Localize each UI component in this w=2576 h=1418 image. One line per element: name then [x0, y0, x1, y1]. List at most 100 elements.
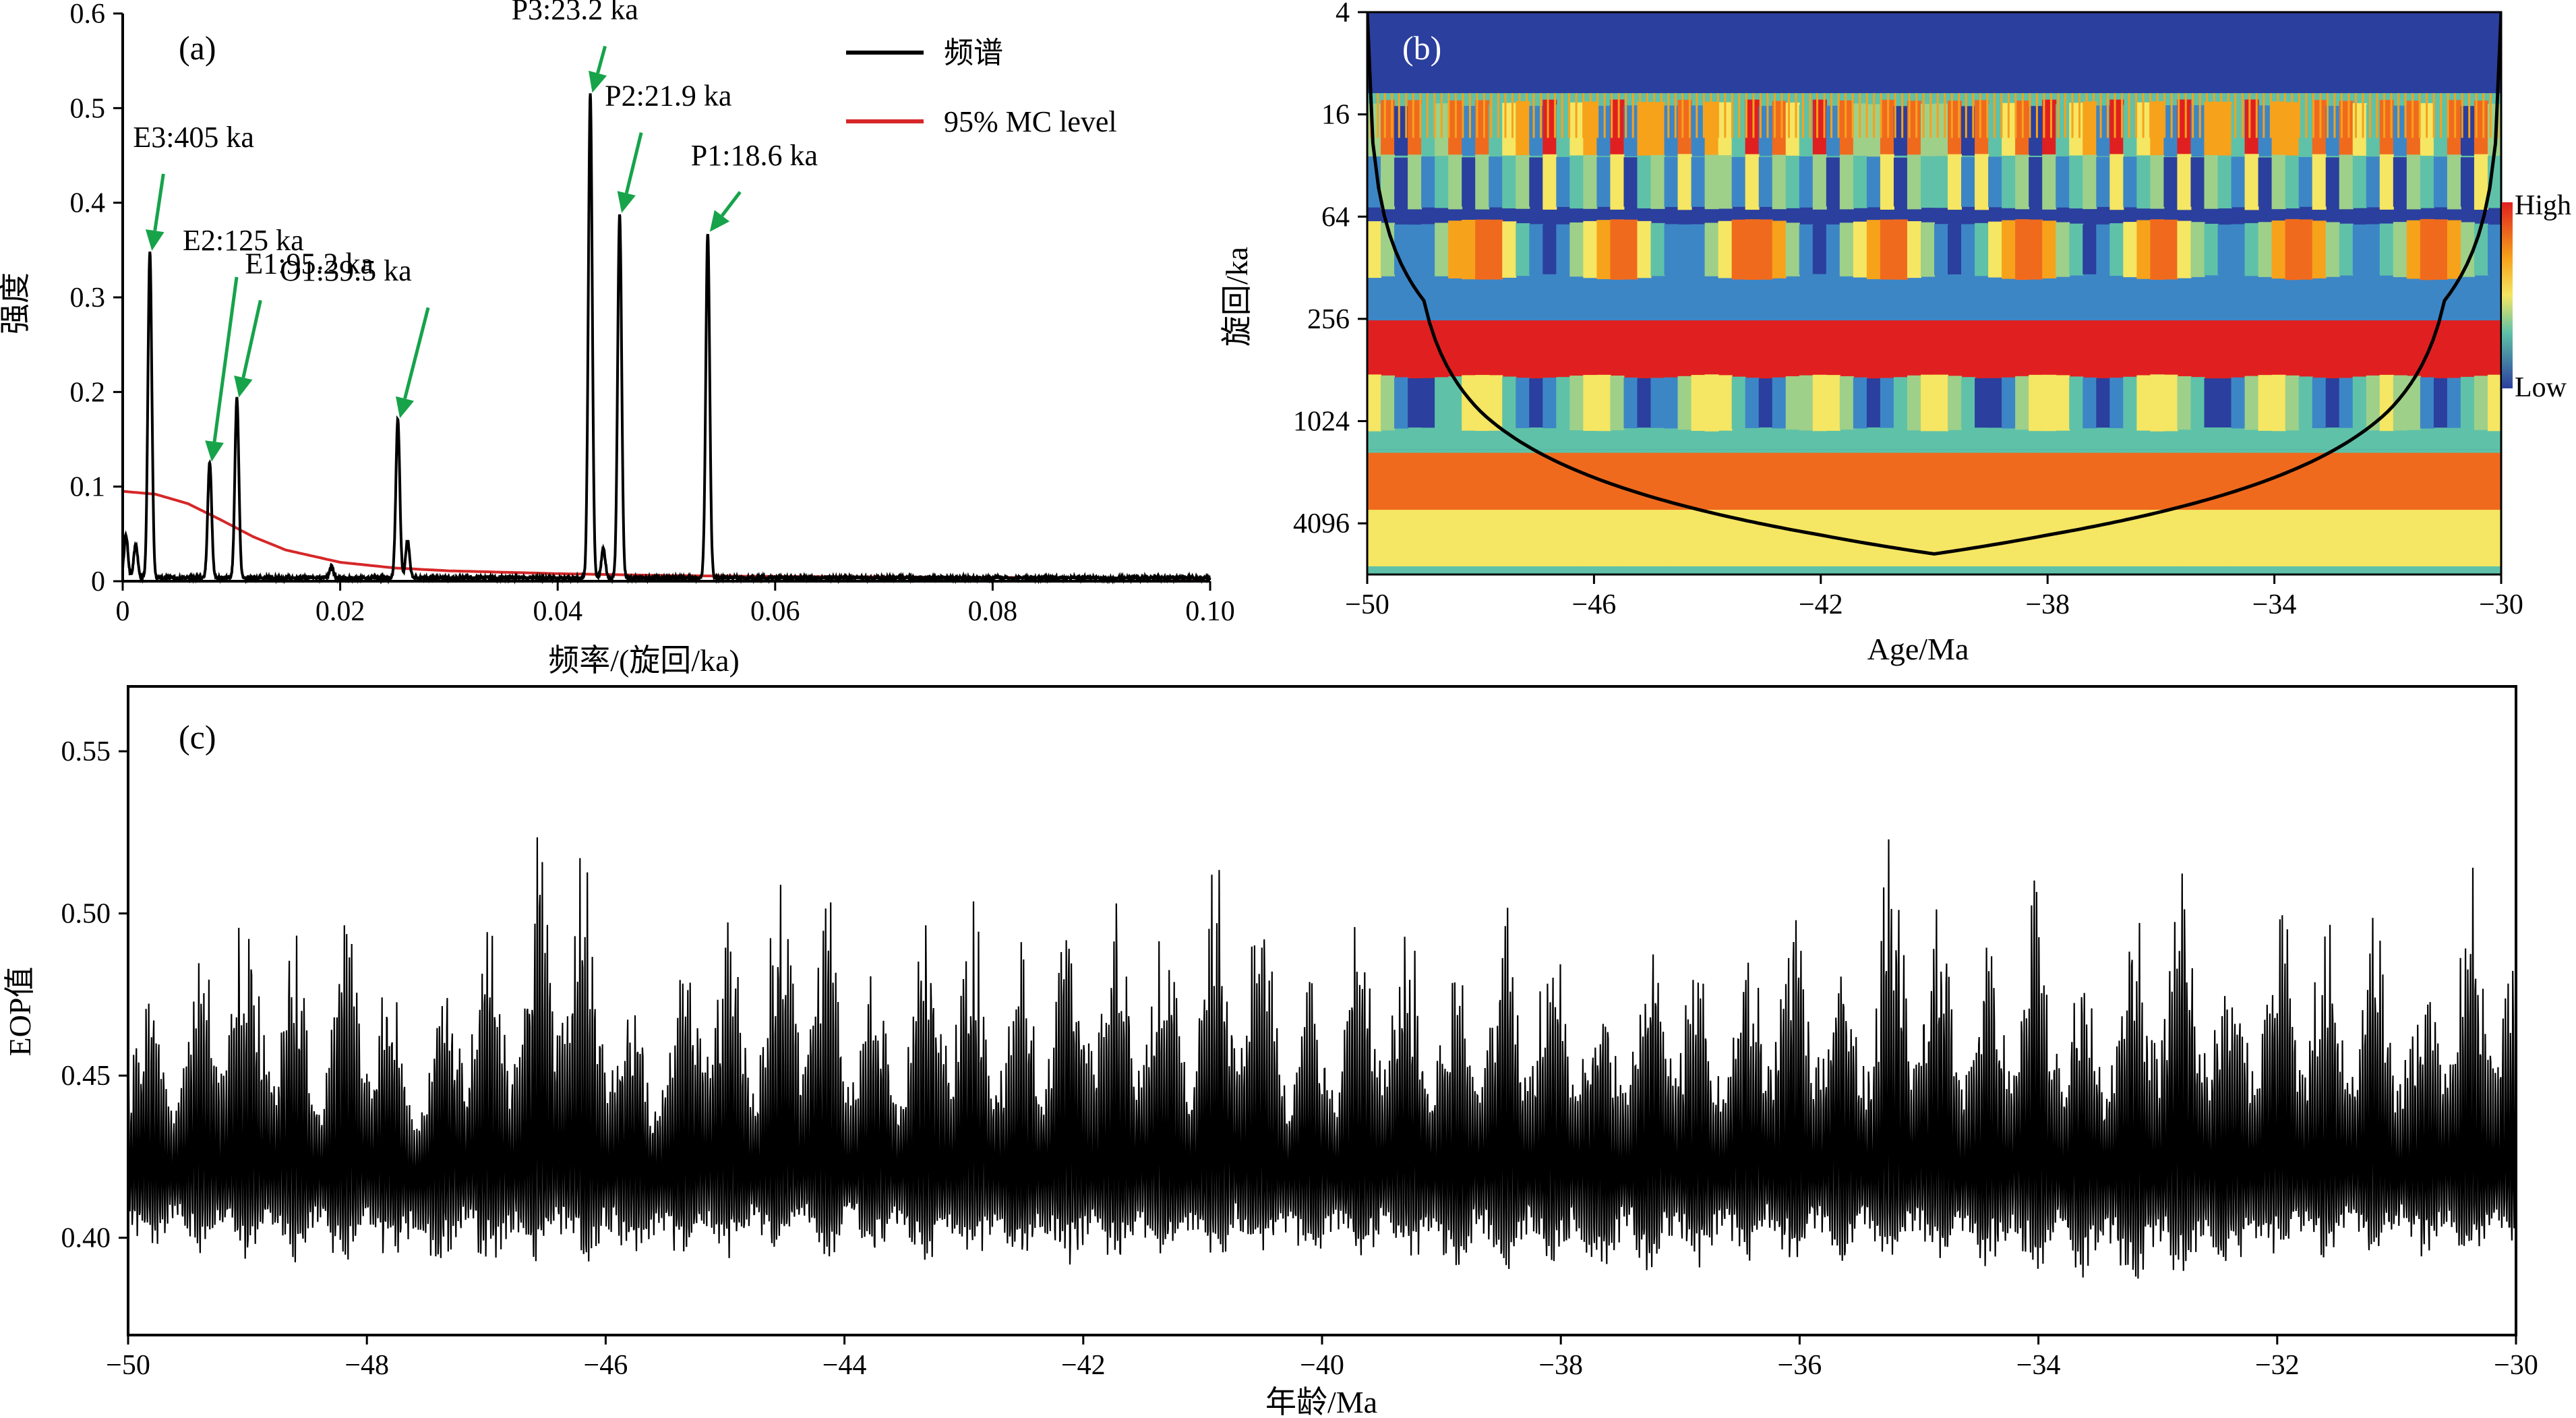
- wavelet-cell: [1988, 452, 2003, 515]
- wavelet-cell: [1489, 375, 1503, 431]
- wavelet-cell: [2352, 320, 2367, 386]
- wavelet-cell: [2244, 223, 2259, 276]
- wavelet-cell: [1596, 156, 1611, 207]
- wavelet-cell: [1704, 452, 1719, 515]
- wavelet-cell: [1812, 374, 1827, 432]
- wavelet-cell: [1799, 452, 1814, 515]
- wavelet-cell: [2136, 155, 2151, 209]
- wavelet-cell: [1408, 154, 1422, 210]
- spectrum-peak: [134, 546, 138, 550]
- wavelet-cell: [1475, 219, 1490, 280]
- wavelet-precession-striation: [2489, 93, 2492, 138]
- wavelet-precession-striation: [1447, 93, 1450, 138]
- panel-c-ylabel: EOP值: [3, 967, 37, 1057]
- wavelet-cell: [1435, 377, 1449, 429]
- wavelet-cell: [1988, 156, 2003, 208]
- panel-b-ytick-label: 1024: [1293, 407, 1350, 438]
- wavelet-cell: [1812, 99, 1827, 163]
- wavelet-cell: [1853, 156, 1867, 208]
- wavelet-cell: [1866, 320, 1881, 386]
- wavelet-cell: [1920, 156, 1935, 208]
- wavelet-cell: [2379, 452, 2394, 515]
- wavelet-cell: [1785, 102, 1800, 160]
- wavelet-cell: [2015, 219, 2030, 280]
- wavelet-cell: [1637, 378, 1652, 428]
- wavelet-cell: [2487, 320, 2501, 386]
- wavelet-cell: [1920, 452, 1935, 515]
- wavelet-precession-striation: [1639, 93, 1642, 138]
- annotation-arrow: [153, 173, 165, 231]
- wavelet-cell: [2029, 374, 2043, 432]
- wavelet-precession-striation: [2263, 93, 2265, 138]
- wavelet-cell: [2002, 377, 2016, 429]
- wavelet-precession-striation: [2049, 93, 2052, 138]
- wavelet-precession-striation: [1688, 93, 1691, 138]
- wavelet-cell: [2136, 320, 2151, 386]
- wavelet-cell: [2069, 452, 2084, 515]
- wavelet-cell: [2258, 510, 2273, 566]
- wavelet-cell: [1542, 154, 1557, 210]
- panel-b-axes: 4 16 64 256 1024 4096 −50 −46 −42 −38 −34 −30: [1293, 0, 2523, 620]
- wavelet-precession-striation: [1787, 93, 1790, 138]
- wavelet-cell: [1394, 224, 1409, 275]
- wavelet-cell: [2271, 374, 2286, 432]
- wavelet-cell: [1691, 375, 1706, 432]
- wavelet-cell: [1556, 156, 1571, 207]
- annotation-arrowhead: [709, 210, 730, 232]
- wavelet-cell: [2393, 375, 2407, 431]
- wavelet-cell: [1583, 375, 1598, 432]
- panel-c-xlabel: 年龄/Ma: [1265, 1385, 1377, 1418]
- wavelet-cell: [1677, 224, 1692, 275]
- wavelet-cell: [1893, 106, 1908, 156]
- wavelet-cell: [1853, 320, 1867, 386]
- wavelet-cell: [2015, 376, 2030, 430]
- wavelet-cell: [1758, 320, 1773, 386]
- wavelet-cell: [1826, 375, 1840, 431]
- wavelet-cell: [2083, 101, 2097, 160]
- wavelet-cell: [2258, 105, 2273, 156]
- wavelet-precession-striation: [2362, 93, 2364, 138]
- wavelet-cell: [2231, 510, 2246, 566]
- panel-c-xtick-label: −40: [1300, 1350, 1344, 1381]
- wavelet-cell: [1596, 220, 1611, 280]
- wavelet-cell: [2433, 378, 2448, 428]
- wavelet-cell: [1866, 378, 1881, 427]
- wavelet-cell: [2029, 106, 2043, 156]
- wavelet-cell: [1623, 510, 1638, 566]
- wavelet-cell: [2352, 102, 2367, 159]
- wavelet-cell: [2096, 510, 2111, 566]
- wavelet-cell: [1907, 375, 1921, 431]
- wavelet-cell: [1758, 452, 1773, 515]
- wavelet-cell: [1893, 320, 1908, 386]
- wavelet-cell: [1948, 376, 1963, 430]
- wavelet-cell: [1718, 320, 1733, 386]
- wavelet-precession-striation: [1887, 93, 1890, 138]
- wavelet-cell: [1610, 320, 1625, 386]
- wavelet-cell: [1529, 378, 1544, 427]
- wavelet-precession-striation: [2255, 93, 2258, 138]
- wavelet-cell: [1745, 378, 1760, 428]
- wavelet-cell: [2177, 510, 2192, 566]
- wavelet-precession-striation: [1518, 93, 1521, 138]
- wavelet-cell: [1650, 452, 1665, 515]
- wavelet-cell: [1394, 377, 1409, 429]
- wavelet-cell: [1961, 452, 1976, 515]
- wavelet-cell: [2339, 452, 2354, 515]
- wavelet-cell: [1367, 510, 1382, 566]
- wavelet-cell: [1988, 510, 2003, 566]
- legend-label-mc: 95% MC level: [944, 105, 1117, 138]
- wavelet-cell: [2002, 510, 2016, 566]
- wavelet-precession-striation: [1547, 93, 1549, 138]
- wavelet-cell: [2460, 157, 2475, 207]
- wavelet-cell: [2190, 157, 2205, 207]
- wavelet-precession-striation: [1617, 93, 1620, 138]
- wavelet-cell: [2325, 510, 2340, 566]
- wavelet-precession-striation: [2198, 93, 2201, 138]
- wavelet-precession-striation: [2021, 93, 2024, 138]
- wavelet-cell: [2136, 220, 2151, 279]
- peak-annotation-label: E3:405 ka: [133, 121, 254, 154]
- wavelet-cell: [1381, 452, 1396, 515]
- wavelet-precession-striation: [2178, 93, 2180, 138]
